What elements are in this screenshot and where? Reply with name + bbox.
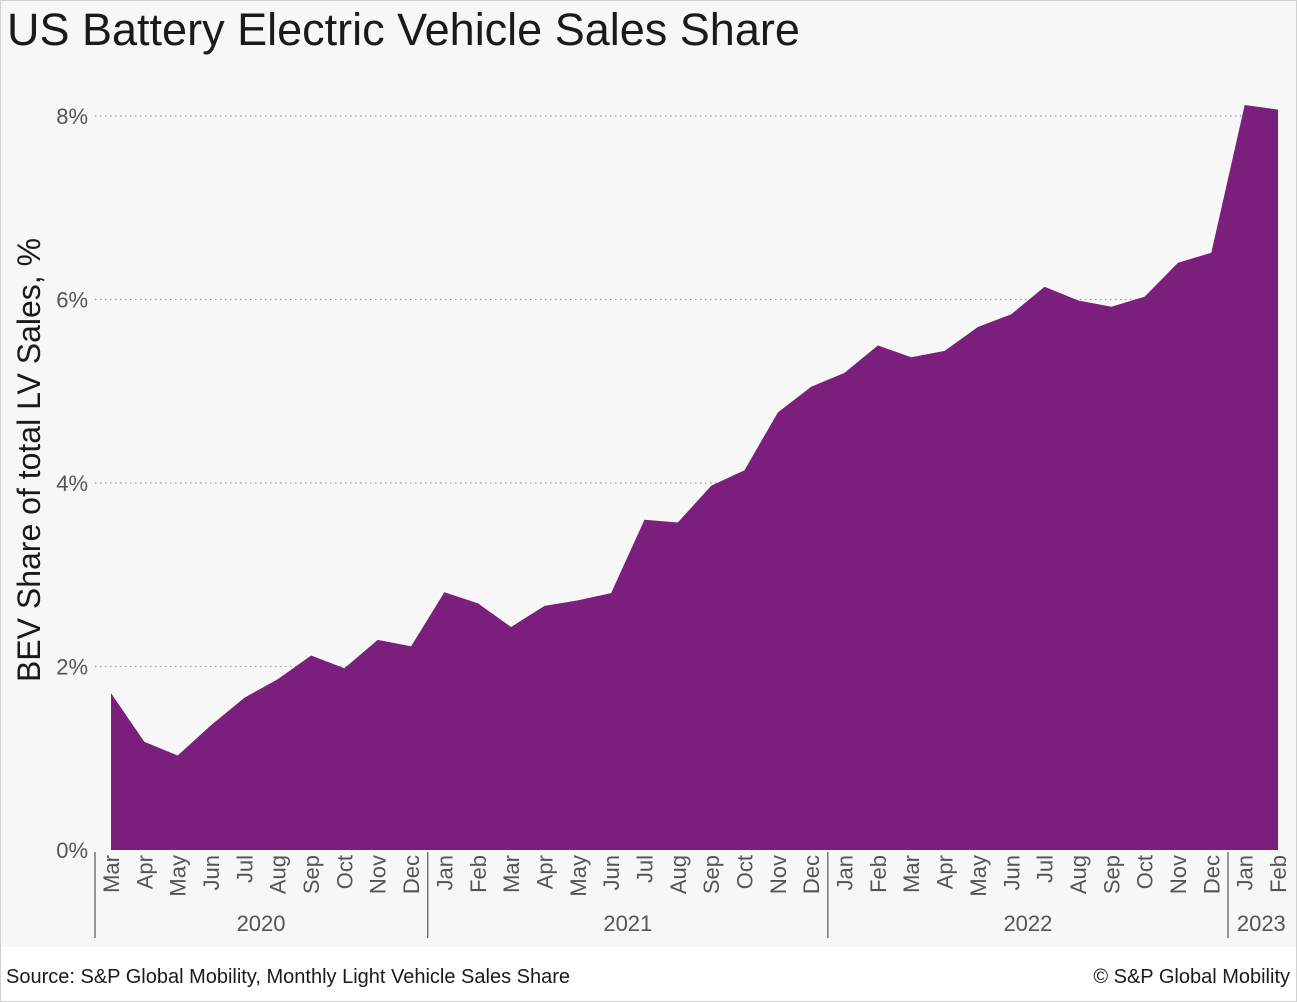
x-tick-label: Sep (699, 855, 724, 894)
x-tick-label: Jul (1033, 855, 1058, 883)
x-tick-label: Jan (432, 855, 457, 890)
x-tick-label: Jan (833, 855, 858, 890)
x-tick-label: Mar (99, 855, 124, 893)
x-tick-label: Jun (999, 855, 1024, 890)
x-tick-label: Aug (666, 855, 691, 894)
y-tick-label: 6% (56, 288, 88, 313)
x-tick-label: Dec (399, 855, 424, 894)
footer-background (1, 947, 1296, 1001)
x-tick-label: Dec (799, 855, 824, 894)
x-tick-label: Dec (1199, 855, 1224, 894)
y-axis-label: BEV Share of total LV Sales, % (11, 238, 47, 682)
year-label: 2020 (237, 911, 286, 936)
chart-title: US Battery Electric Vehicle Sales Share (7, 4, 800, 55)
x-tick-label: Mar (499, 855, 524, 893)
y-tick-label: 2% (56, 655, 88, 680)
x-tick-label: Jun (199, 855, 224, 890)
year-label: 2021 (603, 911, 652, 936)
x-tick-label: Sep (299, 855, 324, 894)
x-tick-label: Oct (332, 855, 357, 889)
year-label: 2023 (1237, 911, 1286, 936)
x-tick-label: Jun (599, 855, 624, 890)
x-axis: Mar Apr May Jun Jul Aug Sep Oct Nov Dec Jan Feb Mar A… (94, 852, 1291, 938)
x-tick-label: Sep (1099, 855, 1124, 894)
x-tick-label: Nov (766, 855, 791, 894)
bev-share-area (111, 105, 1278, 850)
source-note: Source: S&P Global Mobility, Monthly Lig… (6, 966, 571, 988)
x-tick-label: Oct (733, 855, 758, 889)
y-tick-label: 8% (56, 104, 88, 129)
y-tick-label: 0% (56, 838, 88, 863)
x-tick-label: Nov (366, 855, 391, 894)
x-tick-label: Jul (632, 855, 657, 883)
copyright-note: © S&P Global Mobility (1093, 966, 1290, 988)
x-tick-label: Oct (1133, 855, 1158, 889)
x-tick-label: Feb (1266, 855, 1291, 893)
x-tick-label: Aug (1066, 855, 1091, 894)
y-axis-tick-labels: 0% 2% 4% 6% 8% (56, 104, 88, 863)
x-tick-label: Mar (899, 855, 924, 893)
x-tick-label: May (966, 855, 991, 897)
x-tick-label: Jan (1233, 855, 1258, 890)
y-tick-label: 4% (56, 471, 88, 496)
x-tick-label: Apr (933, 855, 958, 889)
x-tick-label: Aug (266, 855, 291, 894)
x-tick-label: Feb (866, 855, 891, 893)
x-tick-label: May (166, 855, 191, 897)
x-tick-label: Apr (532, 855, 557, 889)
x-tick-label: Jul (232, 855, 257, 883)
x-tick-label: May (566, 855, 591, 897)
x-tick-label: Nov (1166, 855, 1191, 894)
year-label: 2022 (1003, 911, 1052, 936)
x-tick-label: Feb (466, 855, 491, 893)
x-tick-label: Apr (132, 855, 157, 889)
